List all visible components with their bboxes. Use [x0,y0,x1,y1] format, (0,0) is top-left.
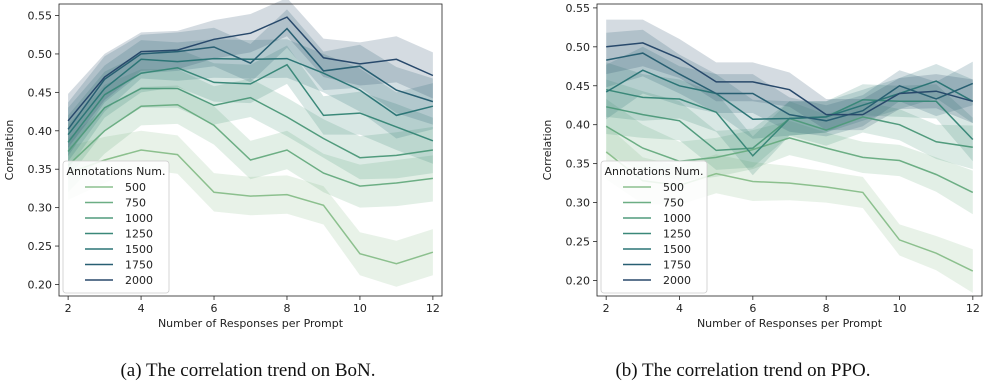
x-tick-label: 2 [65,302,72,315]
series-line-500 [67,149,434,265]
series-line-1500 [605,69,974,120]
x-tick-label: 12 [966,302,980,315]
legend-label-1250: 1250 [125,228,153,241]
bon-correlation-chart: 2 4 6 8 10 12 0.20 0.25 0.30 0.35 0.40 0.45 0.50 0.55… [3,0,443,330]
x-tick-label: 4 [138,302,145,315]
legend-label-1750: 1750 [125,259,153,272]
y-tick-label: 0.30 [28,202,53,215]
legend-label-2000: 2000 [125,274,153,287]
y-tick-label: 0.25 [28,240,53,253]
y-tick-label: 0.45 [566,80,591,93]
y-tick-label: 0.50 [28,48,53,61]
bon-caption: (a) The correlation trend on BoN. [120,360,375,381]
x-tick-label: 2 [603,302,610,315]
confidence-band-750 [68,85,433,208]
y-tick-label: 0.55 [28,10,53,23]
legend-label-1750: 1750 [663,259,691,272]
plot-frame [596,3,983,297]
series-line-1750 [67,27,434,130]
ppo-correlation-chart: 2 4 6 8 10 12 0.20 0.25 0.30 0.35 0.40 0.45 0.50 0.55… [541,2,983,330]
legend-label-1500: 1500 [125,243,153,256]
legend: Annotations Num. 500 750 1000 1250 1500 1750 20… [600,160,708,294]
legend-label-1250: 1250 [663,228,691,241]
confidence-band-1250 [68,45,433,170]
y-tick-label: 0.20 [28,278,53,291]
legend-title: Annotations Num. [605,165,704,178]
series-line-1000 [67,87,434,159]
series-line-750 [605,125,974,194]
y-axis-label: Correlation [3,120,16,181]
y-tick-label: 0.55 [566,2,591,15]
confidence-band-750 [606,99,973,215]
confidence-band-1000 [68,69,433,180]
y-tick-label: 0.50 [566,41,591,54]
y-tick-label: 0.20 [566,274,591,287]
legend-box [600,160,708,294]
legend-box [62,160,170,294]
ppo-caption: (b) The correlation trend on PPO. [615,360,870,381]
series-line-750 [67,103,433,187]
x-tick-label: 12 [426,302,440,315]
legend-label-500: 500 [125,181,146,194]
x-axis-label: Number of Responses per Prompt [697,317,883,330]
series-line-1500 [67,57,434,136]
x-tick-label: 6 [211,302,218,315]
confidence-band-2000 [606,19,973,131]
legend: Annotations Num. 500 750 1000 1250 1500 1750 20… [62,160,170,294]
legend-label-1000: 1000 [663,212,691,225]
legend-title: Annotations Num. [67,165,166,178]
y-tick-label: 0.35 [28,163,53,176]
confidence-band-1750 [68,9,433,157]
series-line-1750 [606,52,974,122]
y-tick-label: 0.45 [28,86,53,99]
series-line-2000 [606,42,973,116]
plot-frame [58,3,443,297]
x-tick-label: 6 [749,302,756,315]
confidence-band-1750 [606,29,973,137]
legend-label-500: 500 [663,181,684,194]
y-axis-label: Correlation [541,120,554,181]
y-tick-label: 0.30 [566,197,591,210]
legend-label-750: 750 [663,197,684,210]
y-tick-label: 0.40 [28,125,53,138]
series-line-1250 [67,63,434,143]
legend-label-1000: 1000 [125,212,153,225]
legend-label-750: 750 [125,197,146,210]
x-tick-label: 10 [353,302,367,315]
x-tick-label: 8 [283,302,290,315]
y-tick-label: 0.40 [566,119,591,132]
x-tick-label: 4 [676,302,683,315]
legend-label-2000: 2000 [663,274,691,287]
confidence-band-2000 [68,0,433,148]
x-tick-label: 8 [823,302,830,315]
x-axis-label: Number of Responses per Prompt [158,317,344,330]
x-tick-label: 10 [893,302,907,315]
series-line-2000 [67,16,434,122]
y-tick-label: 0.25 [566,235,591,248]
confidence-band-1000 [606,79,973,170]
y-tick-label: 0.35 [566,158,591,171]
legend-label-1500: 1500 [663,243,691,256]
